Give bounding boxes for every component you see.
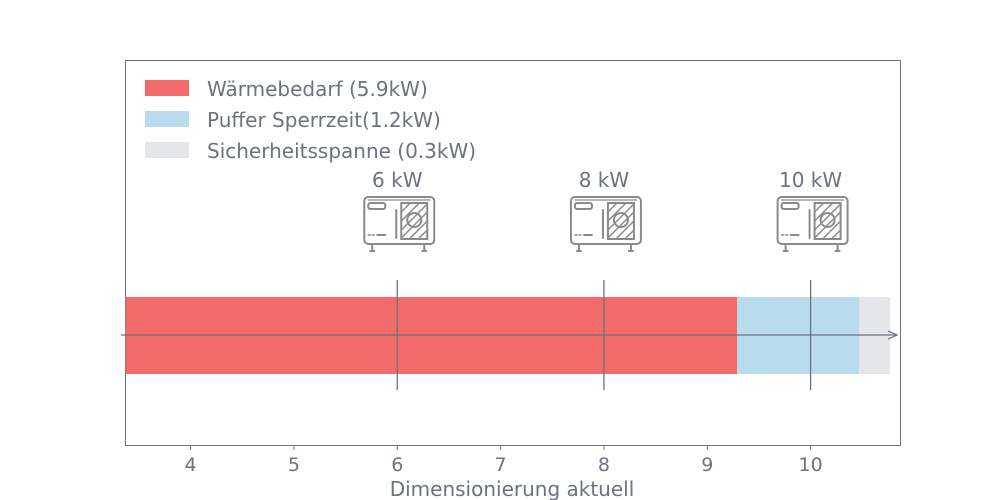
unit-label-2: 8 kW: [579, 168, 630, 192]
legend-label-1: Wärmebedarf (5.9kW): [207, 77, 428, 101]
x-axis-label: Dimensionierung aktuell: [390, 477, 635, 500]
x-tick-label: 7: [495, 454, 507, 476]
x-tick-label: 8: [598, 454, 610, 476]
x-tick-label: 9: [701, 454, 713, 476]
unit-label-1: 6 kW: [372, 168, 423, 192]
legend-label-2: Puffer Sperrzeit(1.2kW): [207, 108, 441, 132]
heat-pump-icon: [569, 196, 642, 252]
axis-arrow: [121, 330, 899, 340]
heat-pump-icon: [776, 196, 849, 252]
plot-frame: [125, 60, 901, 446]
unit-label-3: 10 kW: [779, 168, 842, 192]
heat-pump-icon: [363, 196, 436, 252]
legend: Wärmebedarf (5.9kW) Puffer Sperrzeit(1.2k…: [145, 77, 476, 163]
x-tick-label: 10: [799, 454, 823, 476]
legend-swatch-1: [145, 80, 189, 96]
legend-swatch-2: [145, 111, 189, 127]
heat-pump-units: 6 kW 8 kW 10 kW: [363, 168, 849, 390]
legend-label-3: Sicherheitsspanne (0.3kW): [207, 139, 476, 163]
legend-swatch-3: [145, 142, 189, 158]
x-tick-label: 6: [391, 454, 403, 476]
x-tick-label: 4: [185, 454, 197, 476]
x-axis-ticks: 4 5 6 7 8 9 10: [185, 445, 823, 476]
x-tick-label: 5: [288, 454, 300, 476]
